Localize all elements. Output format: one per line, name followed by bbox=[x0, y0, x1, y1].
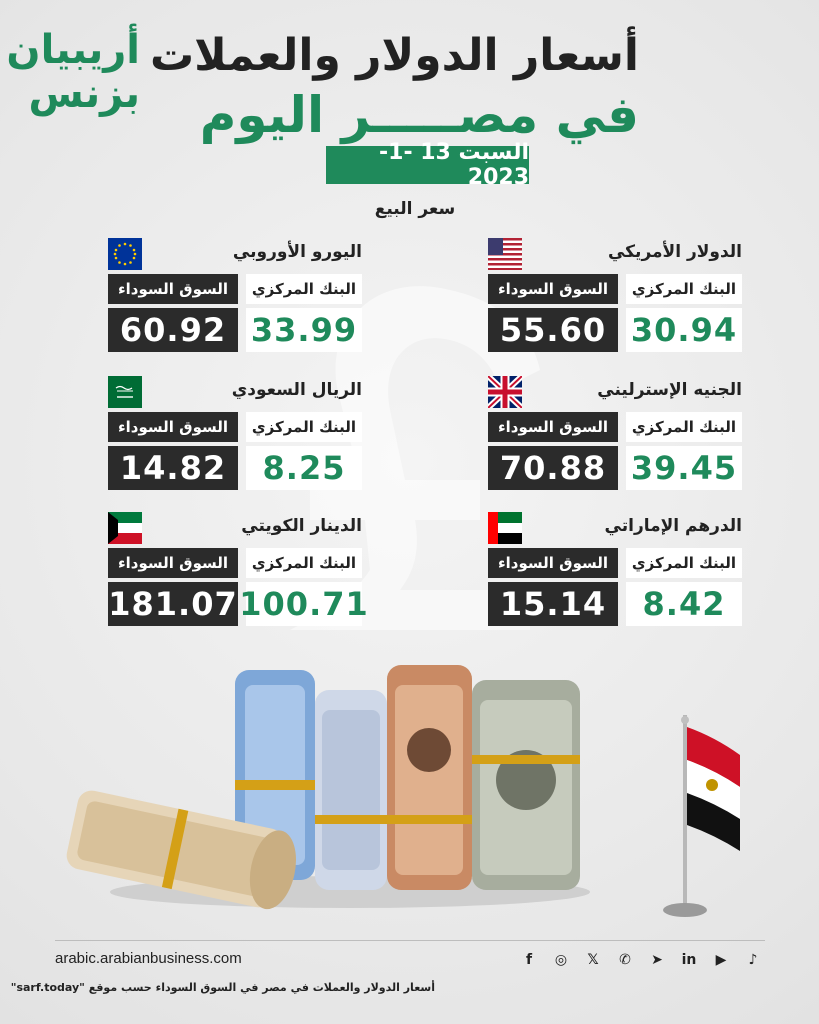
website-link[interactable]: arabic.arabianbusiness.com bbox=[55, 950, 242, 967]
black-market-rate: 15.14 bbox=[488, 582, 618, 626]
black-market-header: السوق السوداء bbox=[488, 274, 618, 304]
black-market-header: السوق السوداء bbox=[108, 274, 238, 304]
currency-name: اليورو الأوروبي bbox=[232, 242, 362, 262]
central-bank-header: البنك المركزي bbox=[626, 274, 742, 304]
page-title: أسعار الدولار والعملات bbox=[149, 30, 639, 81]
pound-watermark-icon bbox=[290, 286, 540, 630]
central-bank-header: البنك المركزي bbox=[246, 412, 362, 442]
central-bank-rate: 33.99 bbox=[246, 308, 362, 352]
central-bank-rate: 39.45 bbox=[626, 446, 742, 490]
currency-name: الريال السعودي bbox=[231, 380, 362, 400]
black-market-rate: 70.88 bbox=[488, 446, 618, 490]
black-market-rate: 14.82 bbox=[108, 446, 238, 490]
egypt-flag-icon bbox=[663, 715, 740, 917]
instagram-icon[interactable]: ◎ bbox=[554, 952, 568, 968]
central-bank-rate: 8.25 bbox=[246, 446, 362, 490]
currency-name: الدولار الأمريكي bbox=[607, 242, 742, 262]
telegram-icon[interactable]: ➤ bbox=[651, 952, 663, 968]
black-market-header: السوق السوداء bbox=[108, 412, 238, 442]
linkedin-icon[interactable]: in bbox=[681, 952, 697, 968]
currency-card-gbp: الجنيه الإسترليني البنك المركزي السوق ال… bbox=[488, 376, 742, 591]
social-icons: f ◎ 𝕏 ✆ ➤ in ▶ ♪ bbox=[513, 948, 769, 972]
currency-card-sar: الريال السعودي البنك المركزي السوق السود… bbox=[108, 376, 362, 591]
currency-card-aed: الدرهم الإماراتي البنك المركزي السوق الس… bbox=[488, 512, 742, 727]
central-bank-header: البنك المركزي bbox=[246, 548, 362, 578]
central-bank-header: البنك المركزي bbox=[626, 548, 742, 578]
facebook-icon[interactable]: f bbox=[525, 952, 533, 968]
central-bank-rate: 8.42 bbox=[626, 582, 742, 626]
currency-name: الدرهم الإماراتي bbox=[604, 516, 742, 536]
page-subtitle: في مصـــــر اليوم bbox=[199, 86, 639, 144]
central-bank-header: البنك المركزي bbox=[246, 274, 362, 304]
sell-price-label: سعر البيع bbox=[374, 199, 456, 219]
currency-card-usd: الدولار الأمريكي البنك المركزي السوق الس… bbox=[488, 238, 742, 453]
central-bank-header: البنك المركزي bbox=[626, 412, 742, 442]
us-flag-icon bbox=[488, 238, 522, 270]
black-market-header: السوق السوداء bbox=[488, 412, 618, 442]
logo-line-1: أريبيان bbox=[6, 27, 140, 73]
currency-card-eur: اليورو الأوروبي البنك المركزي السوق السو… bbox=[108, 238, 362, 453]
currency-name: الدينار الكويتي bbox=[241, 516, 362, 536]
source-note: أسعار الدولار والعملات في مصر في السوق ا… bbox=[10, 981, 435, 994]
black-market-rate: 55.60 bbox=[488, 308, 618, 352]
brand-logo: أريبيان بزنس bbox=[6, 30, 140, 120]
currency-name: الجنيه الإسترليني bbox=[597, 380, 742, 400]
footer-divider bbox=[55, 940, 765, 941]
logo-line-2: بزنس bbox=[28, 71, 140, 117]
whatsapp-icon[interactable]: ✆ bbox=[619, 952, 631, 968]
x-icon[interactable]: 𝕏 bbox=[587, 952, 599, 968]
banknote-rolls-image bbox=[66, 665, 590, 910]
saudi-flag-icon bbox=[108, 376, 142, 408]
kuwait-flag-icon bbox=[108, 512, 142, 544]
central-bank-rate: 100.71 bbox=[239, 582, 368, 626]
black-market-header: السوق السوداء bbox=[108, 548, 238, 578]
black-market-rate: 60.92 bbox=[108, 308, 238, 352]
tiktok-icon[interactable]: ♪ bbox=[748, 952, 758, 968]
uk-flag-icon bbox=[488, 376, 522, 408]
youtube-icon[interactable]: ▶ bbox=[715, 952, 727, 968]
black-market-rate: 181.07 bbox=[108, 582, 238, 626]
currency-card-kwd: الدينار الكويتي البنك المركزي السوق السو… bbox=[108, 512, 368, 727]
date-badge: السبت 13 -1-2023 bbox=[326, 140, 529, 190]
eu-flag-icon bbox=[108, 238, 142, 270]
central-bank-rate: 30.94 bbox=[626, 308, 742, 352]
black-market-header: السوق السوداء bbox=[488, 548, 618, 578]
uae-flag-icon bbox=[488, 512, 522, 544]
